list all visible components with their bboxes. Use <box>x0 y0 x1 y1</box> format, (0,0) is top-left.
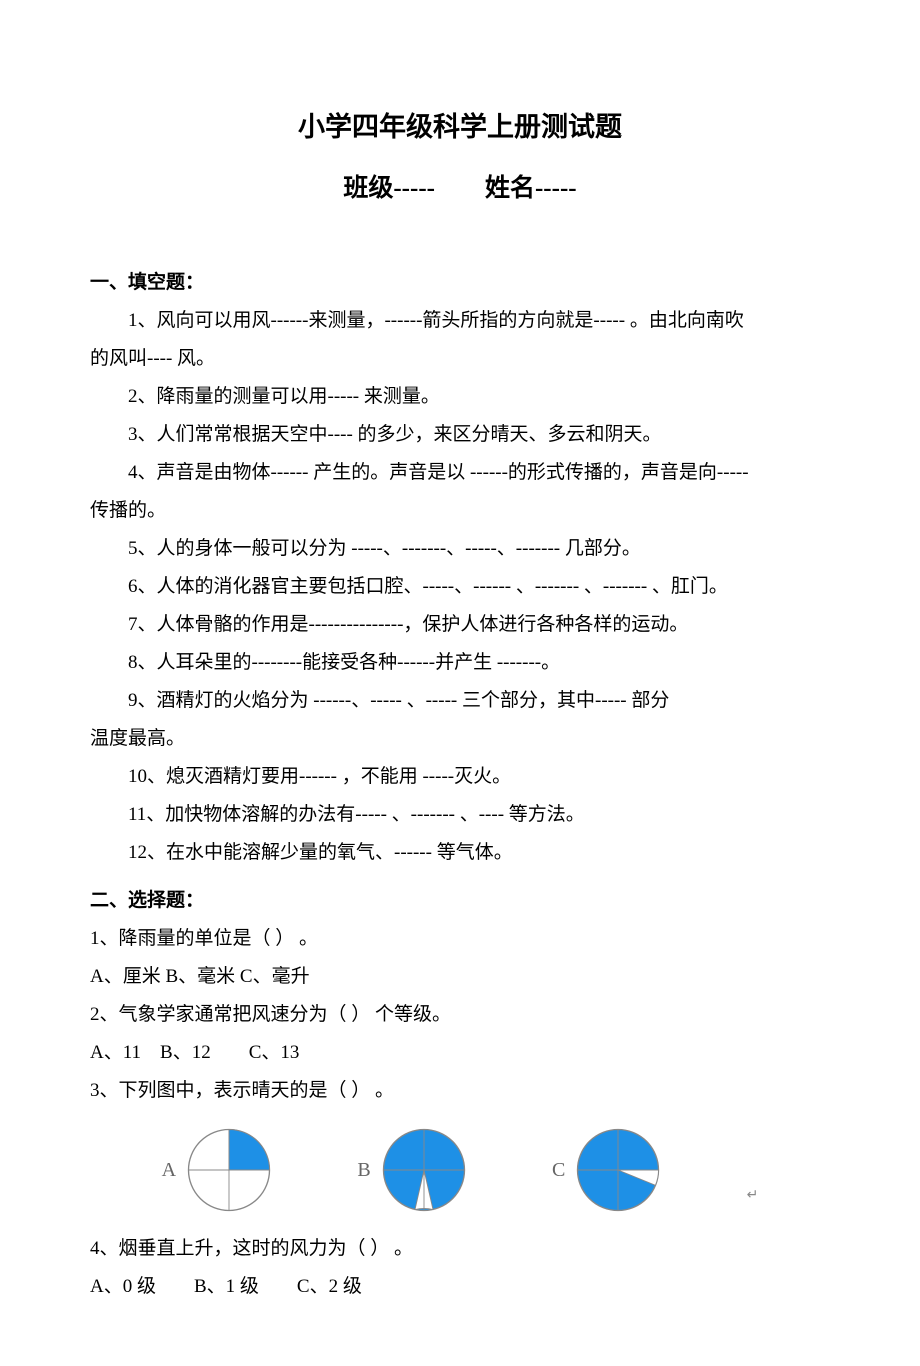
pie-chart-a <box>184 1125 274 1215</box>
section1-header: 一、填空题： <box>90 264 830 302</box>
pie-item-c: C <box>552 1125 663 1215</box>
q2: 2、降雨量的测量可以用----- 来测量。 <box>90 378 830 416</box>
q1-line1: 1、风向可以用风------来测量，------箭头所指的方向就是----- 。… <box>90 302 830 340</box>
q9-line1: 9、酒精灯的火焰分为 ------、----- 、----- 三个部分，其中--… <box>90 682 830 720</box>
pie-item-b: B <box>357 1125 468 1215</box>
pie-chart-c <box>573 1125 663 1215</box>
s2q2: 2、气象学家通常把风速分为（ ） 个等级。 <box>90 996 830 1034</box>
s2q4-options: A、0 级 B、1 级 C、2 级 <box>90 1268 830 1306</box>
q4-line1: 4、声音是由物体------ 产生的。声音是以 ------的形式传播的，声音是… <box>90 454 830 492</box>
q11: 11、加快物体溶解的办法有----- 、------- 、---- 等方法。 <box>90 796 830 834</box>
pie-label-b: B <box>357 1150 370 1190</box>
s2q1-options: A、厘米 B、毫米 C、毫升 <box>90 958 830 996</box>
pie-chart-row: A B C ↵ <box>120 1125 800 1215</box>
pie-chart-b <box>379 1125 469 1215</box>
q4-line2: 传播的。 <box>90 492 830 530</box>
q1-line2: 的风叫---- 风。 <box>90 340 830 378</box>
pie-label-a: A <box>162 1150 176 1190</box>
q5: 5、人的身体一般可以分为 -----、-------、-----、-------… <box>90 530 830 568</box>
s2q4: 4、烟垂直上升，这时的风力为（ ） 。 <box>90 1230 830 1268</box>
s2q2-options: A、11 B、12 C、13 <box>90 1034 830 1072</box>
paragraph-mark-icon: ↵ <box>747 1182 759 1210</box>
q10: 10、熄灭酒精灯要用------ ，不能用 -----灭火。 <box>90 758 830 796</box>
q3: 3、人们常常根据天空中---- 的多少，来区分晴天、多云和阴天。 <box>90 416 830 454</box>
q6: 6、人体的消化器官主要包括口腔、-----、------ 、------- 、-… <box>90 568 830 606</box>
pie-label-c: C <box>552 1150 565 1190</box>
page-subtitle: 班级----- 姓名----- <box>90 164 830 214</box>
q12: 12、在水中能溶解少量的氧气、------ 等气体。 <box>90 834 830 872</box>
q7: 7、人体骨骼的作用是---------------，保护人体进行各种各样的运动。 <box>90 606 830 644</box>
s2q3: 3、下列图中，表示晴天的是（ ） 。 <box>90 1072 830 1110</box>
pie-item-a: A <box>162 1125 274 1215</box>
section2-header: 二、选择题： <box>90 882 830 920</box>
s2q1: 1、降雨量的单位是（ ） 。 <box>90 920 830 958</box>
page-title: 小学四年级科学上册测试题 <box>90 100 830 154</box>
q9-line2: 温度最高。 <box>90 720 830 758</box>
q8: 8、人耳朵里的--------能接受各种------并产生 -------。 <box>90 644 830 682</box>
